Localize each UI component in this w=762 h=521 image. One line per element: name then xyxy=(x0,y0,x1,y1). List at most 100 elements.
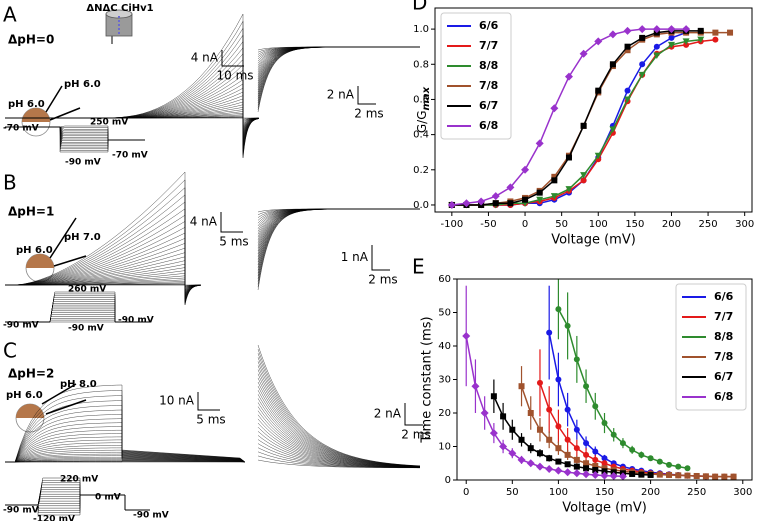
protocol-label: 0 mV xyxy=(95,493,121,503)
tail-currents xyxy=(257,208,420,291)
marker xyxy=(592,462,599,469)
pipette xyxy=(45,399,87,415)
marker xyxy=(573,426,580,433)
marker xyxy=(638,471,645,478)
marker xyxy=(564,72,573,81)
legend-box xyxy=(675,283,747,411)
marker xyxy=(730,473,737,480)
plot-frame xyxy=(434,7,753,213)
marker xyxy=(580,122,587,129)
y-tick-label: 30 xyxy=(438,375,451,386)
marker xyxy=(522,196,529,203)
scale-label: 10 ms xyxy=(216,69,253,83)
marker xyxy=(492,200,499,207)
y-tick-label: 0.2 xyxy=(413,165,429,176)
delta-ph: ΔpH=0 xyxy=(8,33,54,47)
protocol-label: 250 mV xyxy=(90,118,128,128)
marker xyxy=(573,445,580,452)
tail-currents xyxy=(257,46,420,113)
scale-bar xyxy=(404,403,423,426)
marker xyxy=(517,455,526,464)
marker xyxy=(591,470,600,479)
marker xyxy=(580,172,588,179)
scale-label: 4 nA xyxy=(191,51,219,65)
legend-label: 6/8 xyxy=(479,119,498,132)
legend-label: 6/7 xyxy=(479,99,498,112)
legend-label: 6/6 xyxy=(714,290,734,303)
marker xyxy=(592,403,599,410)
marker xyxy=(639,61,646,68)
ph-outside: pH 7.0 xyxy=(64,232,101,243)
marker xyxy=(638,25,647,34)
marker xyxy=(564,451,571,458)
marker xyxy=(565,186,573,193)
marker xyxy=(551,177,558,184)
marker xyxy=(712,29,719,36)
marker xyxy=(546,406,553,413)
y-tick-label: 20 xyxy=(438,408,451,419)
marker xyxy=(601,468,608,475)
marker xyxy=(555,306,562,313)
marker xyxy=(609,126,617,133)
marker xyxy=(721,473,728,480)
marker xyxy=(536,189,543,196)
marker xyxy=(624,96,632,103)
marker xyxy=(638,451,645,458)
marker xyxy=(595,87,602,94)
scale-bar xyxy=(357,86,376,105)
marker xyxy=(592,448,599,455)
marker xyxy=(489,429,498,438)
marker xyxy=(693,472,700,479)
marker xyxy=(471,382,480,391)
cell-membrane xyxy=(16,404,44,418)
marker xyxy=(546,455,553,462)
marker xyxy=(521,165,530,174)
scale-label: 2 nA xyxy=(327,88,355,102)
protocol-label: -70 mV xyxy=(112,151,148,161)
marker xyxy=(480,409,489,417)
marker xyxy=(583,440,590,447)
protocol-label: -90 mV xyxy=(65,158,101,168)
protocol-label: 220 mV xyxy=(60,475,98,485)
marker xyxy=(592,456,599,463)
panel-letter: A xyxy=(3,3,17,27)
marker xyxy=(682,38,690,45)
pipette xyxy=(49,107,81,121)
marker xyxy=(583,451,590,458)
marker xyxy=(712,36,719,43)
marker xyxy=(563,468,572,477)
marker xyxy=(656,471,663,478)
marker xyxy=(600,471,609,480)
marker xyxy=(583,460,590,467)
marker xyxy=(518,383,525,390)
y-tick-label: 0.6 xyxy=(413,94,429,105)
scale-label: 2 ms xyxy=(354,107,383,121)
y-tick-label: 50 xyxy=(438,308,451,319)
marker xyxy=(490,393,497,400)
marker xyxy=(618,472,627,481)
marker xyxy=(656,458,663,465)
marker xyxy=(583,383,590,390)
legend-label: 8/8 xyxy=(714,330,733,343)
x-tick-label: 50 xyxy=(506,487,519,498)
x-tick-label: 150 xyxy=(625,219,644,230)
marker xyxy=(639,34,646,41)
marker xyxy=(536,450,543,457)
marker xyxy=(518,436,525,443)
marker xyxy=(536,379,543,386)
voltage-protocol xyxy=(5,477,150,516)
marker xyxy=(629,470,636,477)
marker xyxy=(447,200,456,209)
tail-currents xyxy=(257,344,421,469)
marker xyxy=(536,426,543,433)
marker xyxy=(508,449,517,458)
marker xyxy=(675,472,682,479)
x-tick-label: -100 xyxy=(440,219,463,230)
marker xyxy=(550,104,559,113)
voltage-protocol xyxy=(5,291,150,323)
marker xyxy=(667,41,675,49)
marker xyxy=(653,52,661,59)
marker xyxy=(594,37,603,46)
legend-label: 7/8 xyxy=(714,350,733,363)
y-tick-label: 1.0 xyxy=(413,24,429,35)
